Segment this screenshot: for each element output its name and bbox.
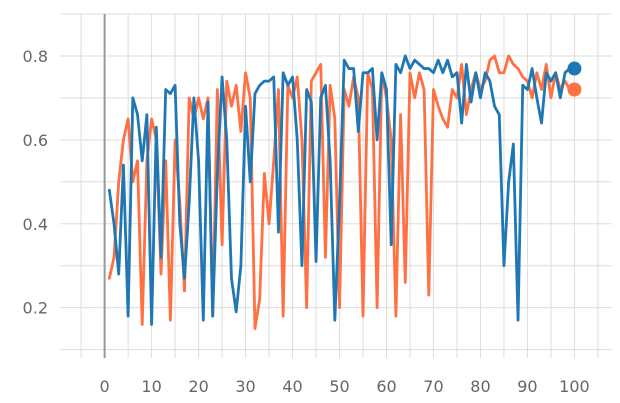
tick-labels: 0 10 20 30 40 50 60 70 80 90 100 0.2 0.4 0.6 0.8 xyxy=(23,47,590,396)
x-tick-label: 70 xyxy=(423,377,443,396)
x-tick-label: 90 xyxy=(517,377,537,396)
x-tick-label: 60 xyxy=(376,377,396,396)
x-tick-label: 30 xyxy=(235,377,255,396)
series-end-marker-2 xyxy=(567,61,582,76)
y-tick-label: 0.2 xyxy=(23,299,48,318)
x-tick-label: 100 xyxy=(559,377,590,396)
series-line-1 xyxy=(107,54,576,331)
series-end-marker-1 xyxy=(567,82,582,97)
series-line-2 xyxy=(107,54,576,326)
y-tick-label: 0.4 xyxy=(23,215,48,234)
y-tick-label: 0.6 xyxy=(23,131,48,150)
x-tick-label: 80 xyxy=(470,377,490,396)
x-tick-label: 0 xyxy=(100,377,110,396)
x-tick-label: 10 xyxy=(141,377,161,396)
x-tick-label: 20 xyxy=(188,377,208,396)
x-tick-label: 50 xyxy=(329,377,349,396)
series-layer xyxy=(107,54,582,331)
x-tick-label: 40 xyxy=(282,377,302,396)
y-tick-label: 0.8 xyxy=(23,47,48,66)
